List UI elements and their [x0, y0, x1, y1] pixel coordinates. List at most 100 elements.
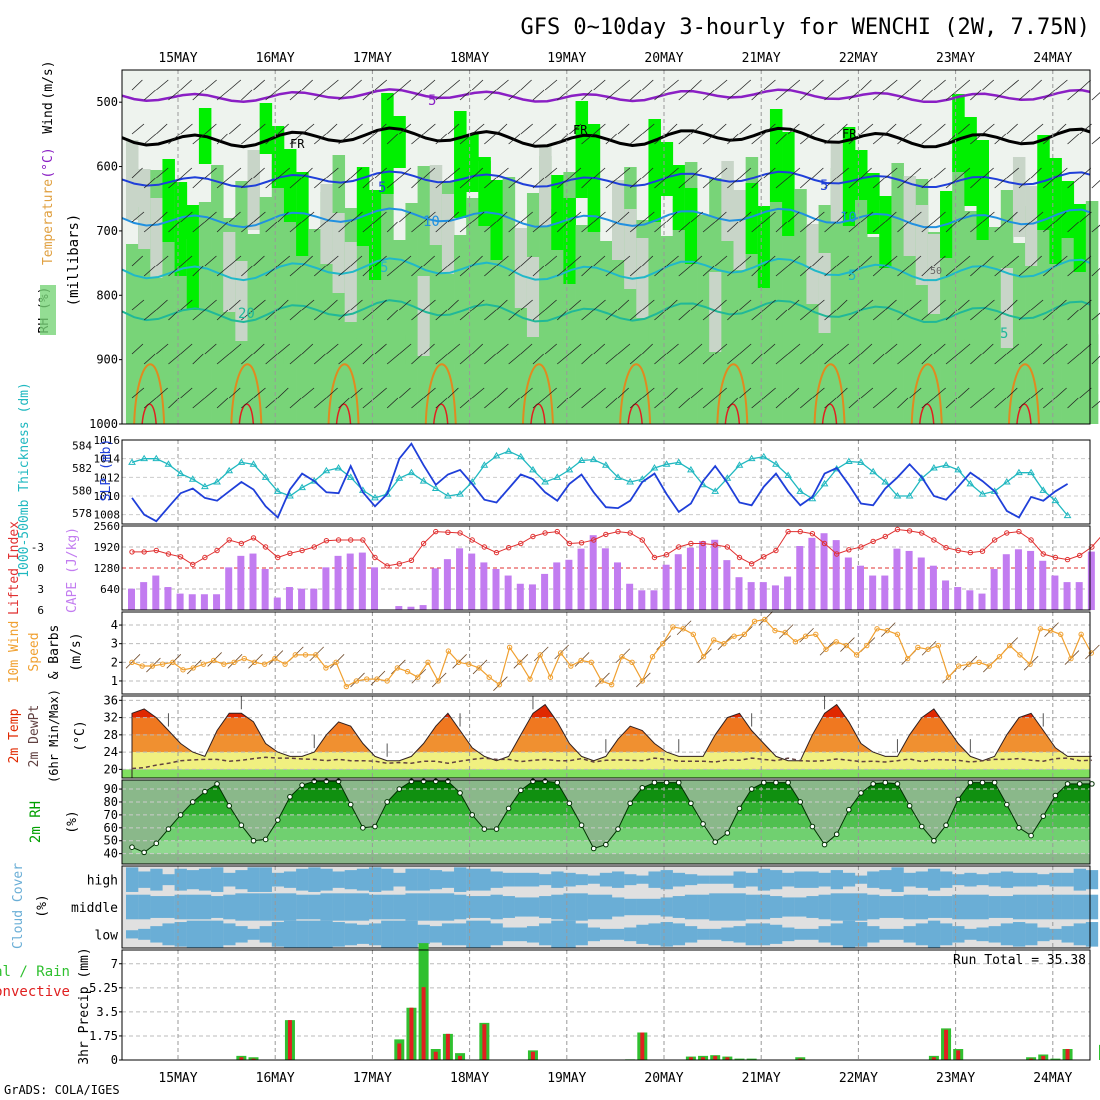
- wind10m-point: [649, 654, 656, 660]
- cloud-cell: [332, 893, 345, 921]
- cloud-cell: [162, 923, 175, 946]
- cloud-cell: [709, 928, 722, 940]
- precip-conv-bar: [530, 1051, 535, 1060]
- wind-barb: [702, 133, 716, 145]
- wind-barb: [642, 299, 655, 311]
- cloud-cell: [502, 896, 515, 918]
- wind-barb: [690, 123, 704, 135]
- wind-barb: [1091, 355, 1100, 365]
- cloud-cell: [599, 872, 613, 887]
- wind-barb: [872, 309, 886, 321]
- cape-bar: [431, 568, 439, 610]
- wind10m-point: [853, 652, 860, 658]
- cape-bar: [699, 541, 707, 610]
- rh-mid-band: [927, 351, 941, 424]
- wind-barb: [727, 89, 740, 101]
- wind-barb: [1055, 211, 1067, 223]
- wind-barb: [471, 79, 484, 91]
- cloud-cell: [915, 923, 929, 946]
- cloud-cell: [417, 924, 430, 944]
- wind-barb: [277, 387, 289, 399]
- cloud-cell: [405, 893, 418, 921]
- wind-barb: [617, 343, 631, 355]
- wind-barb: [399, 299, 411, 311]
- wind-barb: [921, 133, 934, 145]
- wind-barb: [447, 167, 461, 179]
- wind-barb: [1030, 343, 1043, 355]
- rh-mid-band: [964, 211, 977, 364]
- cloud-cell: [308, 920, 321, 948]
- wind-barb: [338, 353, 351, 365]
- cloud-cell: [235, 893, 248, 921]
- rh-point: [991, 779, 998, 786]
- rh-point: [821, 841, 828, 848]
- rh-mid-band: [211, 314, 224, 424]
- isotherm-30: [1016, 403, 1032, 425]
- wind-barb: [824, 221, 837, 233]
- cape-bar: [832, 540, 840, 610]
- wind-barb: [399, 123, 412, 135]
- wind-barb: [556, 309, 568, 321]
- isotherm-20: [121, 299, 1091, 324]
- cape-bar: [407, 606, 415, 610]
- wind-barb: [447, 343, 461, 355]
- wind-barb: [885, 255, 898, 267]
- wind-barb: [1067, 353, 1080, 365]
- cloud-cell: [587, 894, 600, 920]
- rh-bright-band: [575, 101, 589, 198]
- cloud-cell: [223, 923, 236, 946]
- rh-mid-band: [721, 231, 734, 364]
- wind-barb: [642, 211, 655, 223]
- wind-barb: [593, 79, 606, 91]
- rh-point: [505, 805, 512, 812]
- rh-bright-band: [1073, 204, 1087, 272]
- wind-barb: [897, 177, 910, 189]
- cape-bar: [322, 567, 330, 610]
- wind-barb: [131, 167, 143, 179]
- cape-bar: [516, 583, 524, 610]
- cloud-cell: [940, 871, 953, 888]
- rh-mid-band: [514, 350, 528, 424]
- wind-barb: [362, 265, 374, 277]
- rh-point: [712, 839, 719, 845]
- cloud-cell: [915, 894, 929, 920]
- wind-barb: [496, 343, 509, 355]
- cloud-cell: [721, 875, 734, 884]
- top-date-label: 16MAY: [256, 51, 295, 66]
- rh-point: [578, 822, 585, 829]
- upper-air-panel: 5FRFRFR55101055205505006007008009001000R…: [37, 60, 1100, 431]
- temp-band: [132, 752, 1090, 770]
- lifted-index-point: [493, 549, 500, 556]
- rh-mid-band: [1073, 354, 1087, 424]
- wind-barb: [1067, 397, 1079, 409]
- cloud-cell: [186, 920, 200, 948]
- wind-barb: [812, 299, 825, 311]
- cape-bar: [747, 582, 755, 610]
- wind-barb: [520, 167, 533, 179]
- cloud-cell: [381, 920, 394, 948]
- rh-point: [967, 779, 974, 786]
- temp-ylabel-1: 2m Temp: [7, 708, 22, 763]
- wind-barb: [690, 343, 703, 355]
- wind-barb: [1079, 79, 1091, 91]
- wind10m-barb: [329, 654, 345, 669]
- slp-line: [131, 442, 1069, 523]
- wind10m-point: [772, 627, 778, 634]
- wind-barb: [180, 387, 193, 399]
- rh-light-band: [721, 161, 734, 241]
- wind10m-point: [180, 667, 186, 673]
- temp-ylabel-3: (6hr Min/Max): [47, 689, 61, 783]
- cape-tick-label: 2560: [94, 520, 121, 533]
- cloud-cell: [223, 872, 236, 887]
- cloud-cell: [599, 928, 613, 940]
- wind10m-barb: [350, 672, 365, 688]
- wind-barb: [982, 123, 995, 135]
- rh-point: [372, 823, 378, 830]
- cloud-cell: [587, 927, 600, 942]
- rh-point: [554, 779, 561, 786]
- thickness-point: [1015, 468, 1023, 476]
- cloud-cell: [514, 897, 528, 917]
- thickness-point: [164, 460, 173, 467]
- wind-barb: [921, 177, 933, 189]
- wind-barb: [957, 387, 970, 399]
